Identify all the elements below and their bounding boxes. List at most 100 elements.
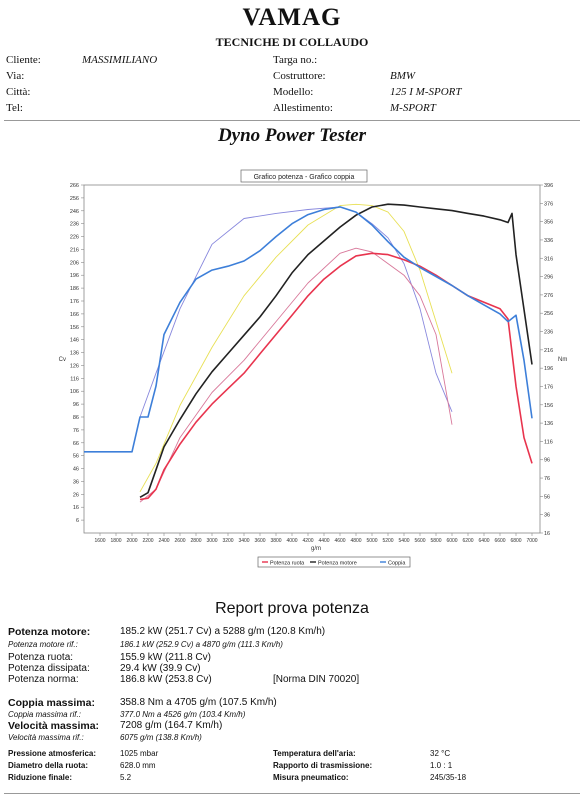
legend-label: Coppia bbox=[388, 561, 406, 567]
series-line-coppia bbox=[84, 206, 533, 453]
x-tick-label: 4800 bbox=[350, 538, 361, 544]
reference-curve-2 bbox=[139, 203, 453, 493]
coppia-massima-rif-value: 377.0 Nm a 4526 g/m (103.4 Km/h) bbox=[120, 710, 246, 719]
cliente-value: MASSIMILIANO bbox=[82, 54, 158, 66]
x-tick-label: 5600 bbox=[414, 538, 425, 544]
y-right-tick-label: 176 bbox=[544, 384, 553, 390]
report-title: Report prova potenza bbox=[215, 600, 369, 617]
y-left-tick-label: 86 bbox=[73, 415, 79, 421]
x-axis-label: g/m bbox=[311, 546, 321, 552]
riduzione-label: Riduzione finale: bbox=[8, 773, 72, 782]
x-tick-label: 6200 bbox=[462, 538, 473, 544]
y-right-tick-label: 56 bbox=[544, 494, 550, 500]
via-label: Via: bbox=[6, 70, 25, 82]
allestimento-value: M-SPORT bbox=[390, 102, 436, 114]
plot-frame bbox=[83, 184, 541, 534]
y-left-tick-label: 26 bbox=[73, 492, 79, 498]
y-right-tick-label: 236 bbox=[544, 330, 553, 336]
riduzione-value: 5.2 bbox=[120, 773, 132, 782]
potenza-dissipata-value: 29.4 kW (39.9 Cv) bbox=[120, 663, 201, 674]
citta-label: Città: bbox=[6, 86, 31, 98]
y-left-tick-label: 266 bbox=[70, 183, 79, 189]
velocita-massima-label: Velocità massima: bbox=[8, 720, 100, 732]
x-tick-label: 2800 bbox=[190, 538, 201, 544]
x-tick-label: 1800 bbox=[110, 538, 121, 544]
x-tick-label: 4200 bbox=[302, 538, 313, 544]
y-right-axis-label: Nm bbox=[558, 357, 567, 363]
norma-din: [Norma DIN 70020] bbox=[273, 674, 360, 685]
x-tick-label: 4600 bbox=[334, 538, 345, 544]
cliente-label: Cliente: bbox=[6, 54, 41, 66]
potenza-motore-value: 185.2 kW (251.7 Cv) a 5288 g/m (120.8 Km… bbox=[120, 626, 326, 637]
header-divider bbox=[4, 120, 580, 121]
y-left-tick-label: 236 bbox=[70, 222, 79, 228]
y-left-tick-label: 166 bbox=[70, 312, 79, 318]
dyno-chart: Grafico potenza - Grafico coppia26625624… bbox=[59, 169, 567, 568]
footer-divider bbox=[4, 793, 580, 794]
x-tick-label: 6800 bbox=[510, 538, 521, 544]
modello-value: 125 I M-SPORT bbox=[390, 86, 462, 98]
x-tick-label: 6000 bbox=[446, 538, 457, 544]
y-left-tick-label: 176 bbox=[70, 299, 79, 305]
x-tick-label: 1600 bbox=[94, 538, 105, 544]
reference-curve-3 bbox=[139, 247, 453, 503]
x-tick-label: 3200 bbox=[222, 538, 233, 544]
x-tick-label: 3600 bbox=[254, 538, 265, 544]
legend-label: Potenza motore bbox=[318, 561, 357, 567]
x-tick-label: 6400 bbox=[478, 538, 489, 544]
x-tick-label: 4000 bbox=[286, 538, 297, 544]
y-left-tick-label: 76 bbox=[73, 428, 79, 434]
document-subtitle: TECNICHE DI COLLAUDO bbox=[215, 35, 369, 49]
x-tick-label: 7000 bbox=[526, 538, 537, 544]
y-left-tick-label: 246 bbox=[70, 209, 79, 215]
potenza-ruota-value: 155.9 kW (211.8 Cv) bbox=[120, 652, 211, 663]
y-right-tick-label: 316 bbox=[544, 256, 553, 262]
chart-title: Grafico potenza - Grafico coppia bbox=[254, 174, 355, 181]
y-left-tick-label: 216 bbox=[70, 247, 79, 253]
potenza-norma-label: Potenza norma: bbox=[8, 674, 79, 685]
coppia-massima-value: 358.8 Nm a 4705 g/m (107.5 Km/h) bbox=[120, 697, 277, 708]
y-right-tick-label: 16 bbox=[544, 531, 550, 537]
y-left-tick-label: 36 bbox=[73, 479, 79, 485]
y-left-tick-label: 46 bbox=[73, 467, 79, 473]
x-tick-label: 5000 bbox=[366, 538, 377, 544]
y-left-tick-label: 6 bbox=[76, 518, 79, 524]
y-left-axis-label: Cv bbox=[59, 357, 66, 363]
chart-title-box bbox=[240, 169, 368, 183]
temperatura-value: 32 °C bbox=[430, 749, 451, 758]
diametro-label: Diametro della ruota: bbox=[8, 761, 89, 770]
x-tick-label: 5200 bbox=[382, 538, 393, 544]
x-tick-label: 3400 bbox=[238, 538, 249, 544]
pressione-value: 1025 mbar bbox=[120, 749, 159, 758]
modello-label: Modello: bbox=[273, 86, 314, 98]
document-title: VAMAG bbox=[242, 4, 342, 31]
velocita-massima-value: 7208 g/m (164.7 Km/h) bbox=[120, 720, 223, 731]
y-left-tick-label: 186 bbox=[70, 286, 79, 292]
temperatura-label: Temperatura dell'aria: bbox=[273, 749, 356, 758]
diametro-value: 628.0 mm bbox=[120, 761, 156, 770]
targa-label: Targa no.: bbox=[273, 54, 318, 66]
x-tick-label: 3000 bbox=[206, 538, 217, 544]
x-tick-label: 4400 bbox=[318, 538, 329, 544]
x-tick-label: 2400 bbox=[158, 538, 169, 544]
dyno-title: Dyno Power Tester bbox=[217, 125, 367, 146]
tel-label: Tel: bbox=[6, 102, 23, 114]
y-left-tick-label: 136 bbox=[70, 351, 79, 357]
y-left-tick-label: 56 bbox=[73, 454, 79, 460]
x-tick-label: 5400 bbox=[398, 538, 409, 544]
y-right-tick-label: 296 bbox=[544, 275, 553, 281]
misura-value: 245/35-18 bbox=[430, 773, 467, 782]
y-left-tick-label: 226 bbox=[70, 235, 79, 241]
y-right-tick-label: 336 bbox=[544, 238, 553, 244]
y-right-tick-label: 216 bbox=[544, 348, 553, 354]
rapporto-label: Rapporto di trasmissione: bbox=[273, 761, 373, 770]
y-right-tick-label: 116 bbox=[544, 439, 553, 445]
reference-curve-1 bbox=[139, 206, 453, 418]
potenza-dissipata-label: Potenza dissipata: bbox=[8, 663, 90, 674]
y-right-tick-label: 96 bbox=[544, 458, 550, 464]
y-left-tick-label: 196 bbox=[70, 273, 79, 279]
potenza-motore-rif-value: 186.1 kW (252.9 Cv) a 4870 g/m (111.3 Km… bbox=[120, 640, 283, 649]
legend-label: Potenza ruota bbox=[270, 561, 305, 567]
y-right-tick-label: 256 bbox=[544, 311, 553, 317]
misura-label: Misura pneumatico: bbox=[273, 773, 349, 782]
